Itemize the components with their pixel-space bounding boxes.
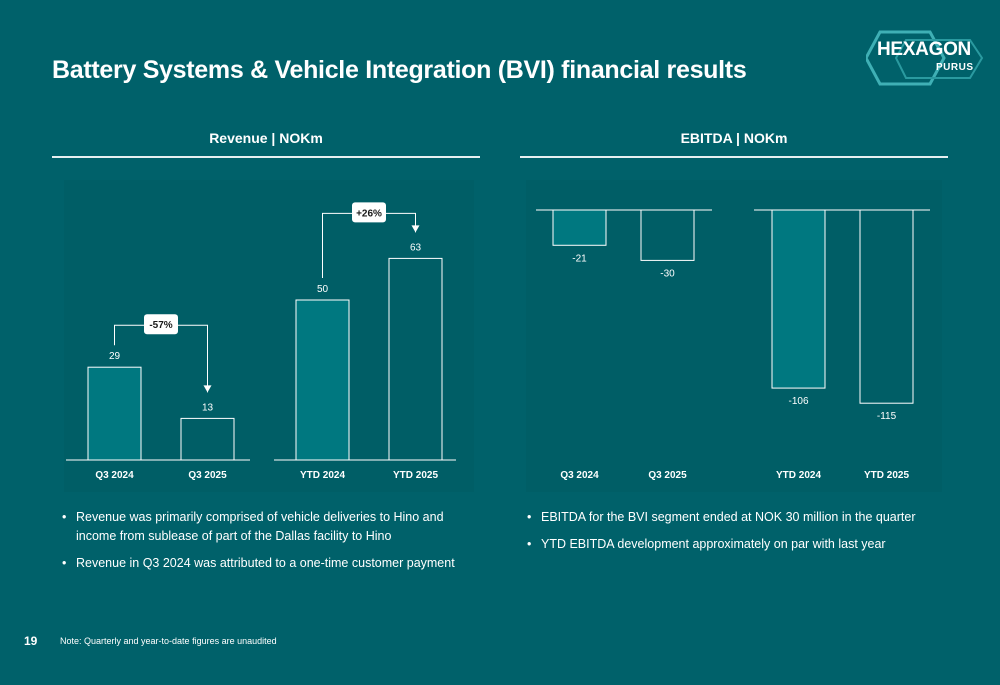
- logo-word: HEXAGON: [877, 39, 971, 60]
- revenue-data-label: 50: [317, 284, 329, 295]
- arrow-head-icon: [203, 385, 212, 393]
- revenue-rule: [52, 156, 480, 158]
- revenue-data-label: 29: [109, 351, 121, 362]
- hexagon-logo-icon: [864, 30, 984, 86]
- bullet-item: Revenue was primarily comprised of vehic…: [62, 508, 472, 546]
- revenue-tick-label: Q3 2025: [188, 470, 227, 481]
- ebitda-data-label: -21: [572, 253, 587, 264]
- ebitda-tick-label: YTD 2025: [864, 470, 909, 481]
- ebitda-tick-label: Q3 2024: [560, 470, 599, 481]
- page-number: 19: [24, 634, 38, 648]
- bullet-item: EBITDA for the BVI segment ended at NOK …: [527, 508, 947, 527]
- change-label: -57%: [149, 320, 172, 331]
- ebitda-tick-label: Q3 2025: [648, 470, 687, 481]
- bullet-item: Revenue in Q3 2024 was attributed to a o…: [62, 554, 472, 573]
- revenue-tick-label: YTD 2025: [393, 470, 438, 481]
- change-label: +26%: [356, 208, 382, 219]
- revenue-bar: [388, 257, 443, 461]
- ebitda-data-label: -30: [660, 268, 675, 279]
- revenue-data-label: 63: [410, 242, 422, 253]
- revenue-data-label: 13: [202, 402, 214, 413]
- ebitda-bar: [552, 209, 607, 246]
- footnote: Note: Quarterly and year-to-date figures…: [60, 636, 277, 646]
- revenue-tick-label: Q3 2024: [95, 470, 134, 481]
- logo-sub: PURUS: [936, 62, 974, 73]
- change-badge: [144, 314, 178, 335]
- ebitda-bar: [771, 209, 826, 389]
- hexagon-purus-logo: HEXAGON PURUS: [864, 28, 986, 90]
- ebitda-rule: [520, 156, 948, 158]
- revenue-bar: [87, 366, 142, 461]
- arrow-head-icon: [411, 225, 420, 233]
- ebitda-data-label: -106: [788, 396, 808, 407]
- revenue-bullets: Revenue was primarily comprised of vehic…: [62, 508, 472, 581]
- ebitda-data-label: -115: [877, 411, 897, 422]
- ebitda-tick-label: YTD 2024: [776, 470, 821, 481]
- ebitda-bar: [640, 209, 695, 261]
- revenue-tick-label: YTD 2024: [300, 470, 345, 481]
- ebitda-bullets: EBITDA for the BVI segment ended at NOK …: [527, 508, 947, 562]
- bullet-item: YTD EBITDA development approximately on …: [527, 535, 947, 554]
- revenue-bar: [180, 417, 235, 461]
- revenue-heading: Revenue | NOKm: [209, 130, 323, 146]
- page-title: Battery Systems & Vehicle Integration (B…: [52, 56, 747, 84]
- ebitda-bar: [859, 209, 914, 404]
- change-badge: [352, 202, 386, 223]
- ebitda-heading: EBITDA | NOKm: [680, 130, 788, 146]
- revenue-bar: [295, 299, 350, 461]
